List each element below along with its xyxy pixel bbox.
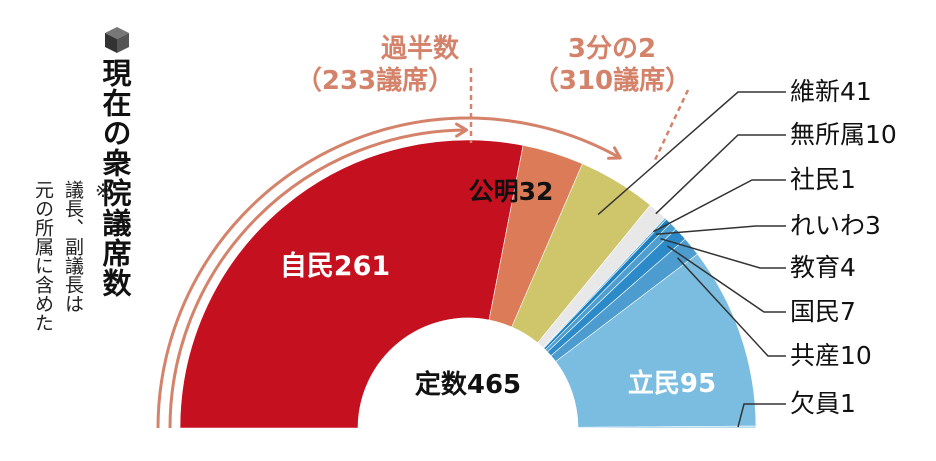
two-thirds-arc: [156, 116, 622, 429]
leader-line-ishin: [597, 91, 786, 216]
leader-line-dpfp: [667, 245, 786, 313]
label-sdp: 社民1: [790, 165, 856, 194]
label-ishin: 維新41: [790, 77, 872, 106]
leader-line-jcp: [676, 257, 786, 357]
cube-icon: [105, 27, 129, 53]
majority-seat-label: （233議席）: [296, 65, 454, 96]
label-komeito: 公明32: [469, 177, 554, 206]
two-thirds-arrowhead: [607, 146, 622, 160]
leader-line-sdp: [653, 179, 786, 233]
leader-line-vacant: [737, 403, 786, 428]
total-seats-label: 定数465: [415, 369, 521, 400]
label-vacant: 欠員1: [790, 389, 856, 418]
label-cdp: 立民95: [628, 368, 716, 399]
label-independent: 無所属10: [790, 120, 897, 149]
majority-label: 過半数: [381, 34, 460, 64]
note-line-1: 議長、副議長は: [62, 180, 84, 313]
leader-line-independent: [655, 134, 786, 215]
majority-arc: [168, 128, 467, 429]
note-line-2: 元の所属に含めた: [32, 180, 54, 332]
seat-sector-ldp: [179, 139, 524, 429]
two-thirds-label: 3分の2: [568, 34, 656, 64]
two-thirds-marker: [653, 89, 690, 161]
majority-arrowhead: [455, 122, 469, 138]
label-jcp: 共産10: [790, 341, 872, 370]
label-ldp: 自民261: [280, 250, 390, 282]
seat-sector-vacant: [577, 425, 757, 429]
label-reiwa: れいわ3: [790, 211, 881, 240]
chart-note: ※ 議長、副議長は 元の所属に含めた: [28, 180, 118, 450]
note-mark: ※: [92, 180, 114, 202]
leader-line-kyoiku: [660, 237, 786, 269]
label-dpfp: 国民7: [790, 297, 856, 326]
chart-title: 現在の衆院議席数: [98, 58, 132, 298]
seat-sector-cdp: [555, 253, 757, 428]
leader-line-reiwa: [655, 225, 786, 235]
two-thirds-seat-label: （310議席）: [533, 65, 691, 96]
label-kyoiku: 教育4: [790, 253, 856, 282]
